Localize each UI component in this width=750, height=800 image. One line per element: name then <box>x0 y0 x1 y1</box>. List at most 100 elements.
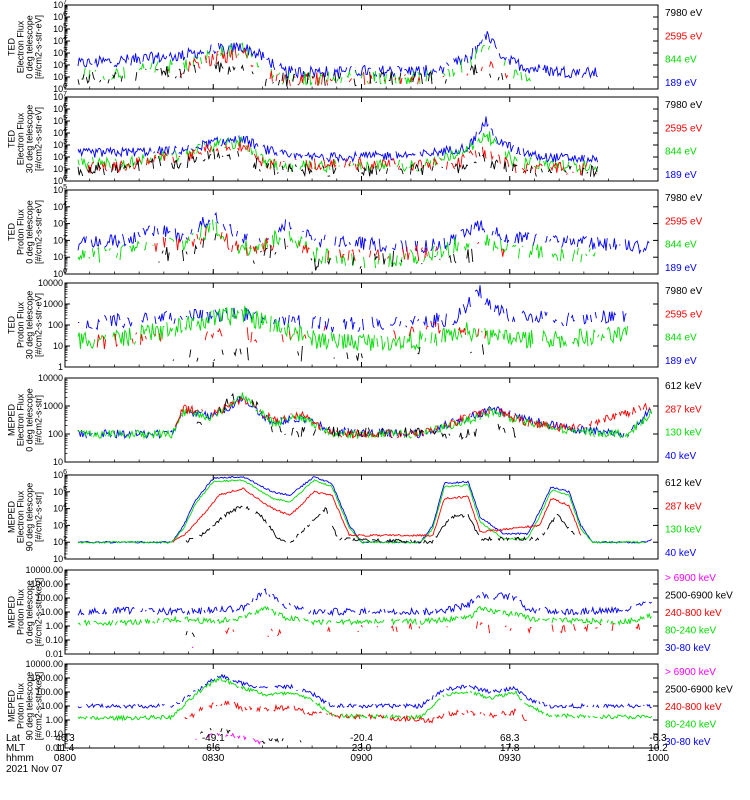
legend-entry: 130 keV <box>665 428 702 439</box>
y-axis-label-line: Proton Flux <box>16 588 26 635</box>
legend-entry: 80-240 keV <box>665 720 716 731</box>
series-red <box>184 700 527 724</box>
panel-5: 10 100 1000 10000 MEPED Electron Flux 0 deg te… <box>7 373 703 467</box>
y-axis-label-line: 0 deg telescope <box>25 15 35 79</box>
series-black <box>158 233 495 270</box>
x-tick-label-lat: 68.3 <box>500 733 520 744</box>
series-blue <box>77 285 627 333</box>
series-blue <box>77 588 652 617</box>
series-black <box>77 148 599 178</box>
y-tick-label: 10 <box>53 457 63 467</box>
y-axis-label-line: MEPED <box>7 501 17 534</box>
y-tick-label: 1000 <box>43 299 63 309</box>
y-tick-label: 10000 <box>38 278 63 288</box>
legend-entry: 287 keV <box>665 501 702 512</box>
y-tick-label: 101 <box>53 163 67 174</box>
y-axis-label-line: [#/cm2-s-str-keV] <box>34 672 44 741</box>
y-tick-label: 1.00 <box>45 715 63 725</box>
y-tick-label: 103 <box>53 218 67 229</box>
y-axis-label-line: 90 deg telescope <box>25 483 35 552</box>
legend-entry: 40 keV <box>665 451 696 462</box>
x-tick-label-mlt: 17.8 <box>500 743 520 754</box>
series-black <box>185 630 195 638</box>
y-tick-label: 101 <box>53 71 67 82</box>
y-tick-label: 102 <box>53 59 67 70</box>
panel-stack: 100101102103104105106107TEDElectron Flux… <box>7 0 734 753</box>
legend-entry: 240-800 keV <box>665 608 722 619</box>
legend-entry: 2500-6900 keV <box>665 591 733 602</box>
x-tick-label-hhmm: 0830 <box>202 753 225 764</box>
legend-entry: 30-80 keV <box>665 643 711 654</box>
y-tick-label: 105 <box>53 184 67 195</box>
x-row-label-mlt: MLT <box>6 743 25 754</box>
series-green <box>83 43 539 85</box>
y-axis-label: TED Proton Flux 30 deg telescope [#/cm2-s-s… <box>7 291 44 360</box>
series-green <box>77 605 652 627</box>
legend-entry: 612 keV <box>665 381 702 392</box>
legend-entry: 844 eV <box>665 240 697 251</box>
y-tick-label: 102 <box>53 234 67 245</box>
series-black <box>185 505 575 544</box>
series-green <box>77 219 596 269</box>
y-tick-label: 104 <box>53 503 67 514</box>
x-tick-label-hhmm: 0800 <box>54 753 77 764</box>
y-tick-label: 10.00 <box>40 701 63 711</box>
legend-entry: 612 keV <box>665 478 702 489</box>
y-axis-label-line: MEPED <box>7 596 17 629</box>
x-row-label-lat: Lat <box>6 733 20 744</box>
y-axis-label-line: 0 deg telescope <box>25 200 35 264</box>
legend-entry: 2595 eV <box>665 31 703 42</box>
y-axis-label-line: 90 deg telescope <box>25 672 35 741</box>
legend-entry: 2500-6900 keV <box>665 685 733 696</box>
y-tick-label: 103 <box>53 139 67 150</box>
legend-entry: 40 keV <box>665 548 696 559</box>
x-tick-label-lat: -6.3 <box>649 733 667 744</box>
panel-frame <box>64 569 659 655</box>
x-tick-label-lat: -20.4 <box>350 733 373 744</box>
y-axis-label-line: MEPED <box>7 690 17 723</box>
panel-7: 0.01 0.10 1.00 10.00 100.00 1000.00 10000.00 ME… <box>7 565 734 659</box>
y-tick-label: 10.00 <box>40 607 63 617</box>
x-tick-label-mlt: 10.2 <box>648 743 668 754</box>
y-tick-label: 106 <box>53 103 67 114</box>
x-tick-label-hhmm: 0930 <box>499 753 522 764</box>
y-axis-label: TED Electron Flux 30 deg telescope [#/cm2-s… <box>7 105 44 174</box>
y-axis-label: MEPED Electron Flux 90 deg telescope [#/cm2… <box>7 483 44 552</box>
x-tick-label-mlt: 11.4 <box>56 743 75 754</box>
legend-entry: > 6900 keV <box>665 573 716 584</box>
series-black <box>200 727 302 744</box>
y-tick-label: 107 <box>53 0 67 10</box>
y-tick-label: 1.00 <box>45 621 63 631</box>
y-axis-label-line: TED <box>7 129 17 148</box>
legend-entry: 189 eV <box>665 170 697 181</box>
y-tick-label: 104 <box>53 35 67 46</box>
panel-1: 100101102103104105106107TEDElectron Flux… <box>7 0 703 94</box>
y-tick-label: 100 <box>48 429 63 439</box>
series-blue <box>77 673 652 709</box>
legend-entry: 130 keV <box>665 525 702 536</box>
y-axis-label-line: Electron Flux <box>16 490 26 543</box>
y-tick-label: 100.00 <box>35 687 63 697</box>
y-tick-label: 0.01 <box>45 649 63 659</box>
y-axis-label: TED Electron Flux 0 deg telescope [#/cm2-s-… <box>7 15 44 79</box>
x-tick-label-hhmm: 0900 <box>350 753 373 764</box>
y-tick-label: 105 <box>53 23 67 34</box>
panel-frame <box>64 377 659 463</box>
series-magenta <box>191 646 194 649</box>
y-tick-label: 100 <box>48 320 63 330</box>
x-tick-label-lat: -49.1 <box>202 733 225 744</box>
y-tick-label: 103 <box>53 47 67 58</box>
y-tick-label: 103 <box>53 519 67 530</box>
y-tick-label: 1000 <box>43 401 63 411</box>
legend-entry: 287 keV <box>665 404 702 415</box>
series-green <box>77 677 652 722</box>
legend-entry: 7980 eV <box>665 8 703 19</box>
series-magenta <box>195 732 261 745</box>
y-tick-label: 102 <box>53 536 67 547</box>
y-axis-label-line: Electron Flux <box>16 112 26 165</box>
series-red <box>166 48 509 87</box>
y-axis-label-line: [#/cm2-s-str-eV] <box>34 15 44 79</box>
legend-entry: 30-80 keV <box>665 737 711 748</box>
